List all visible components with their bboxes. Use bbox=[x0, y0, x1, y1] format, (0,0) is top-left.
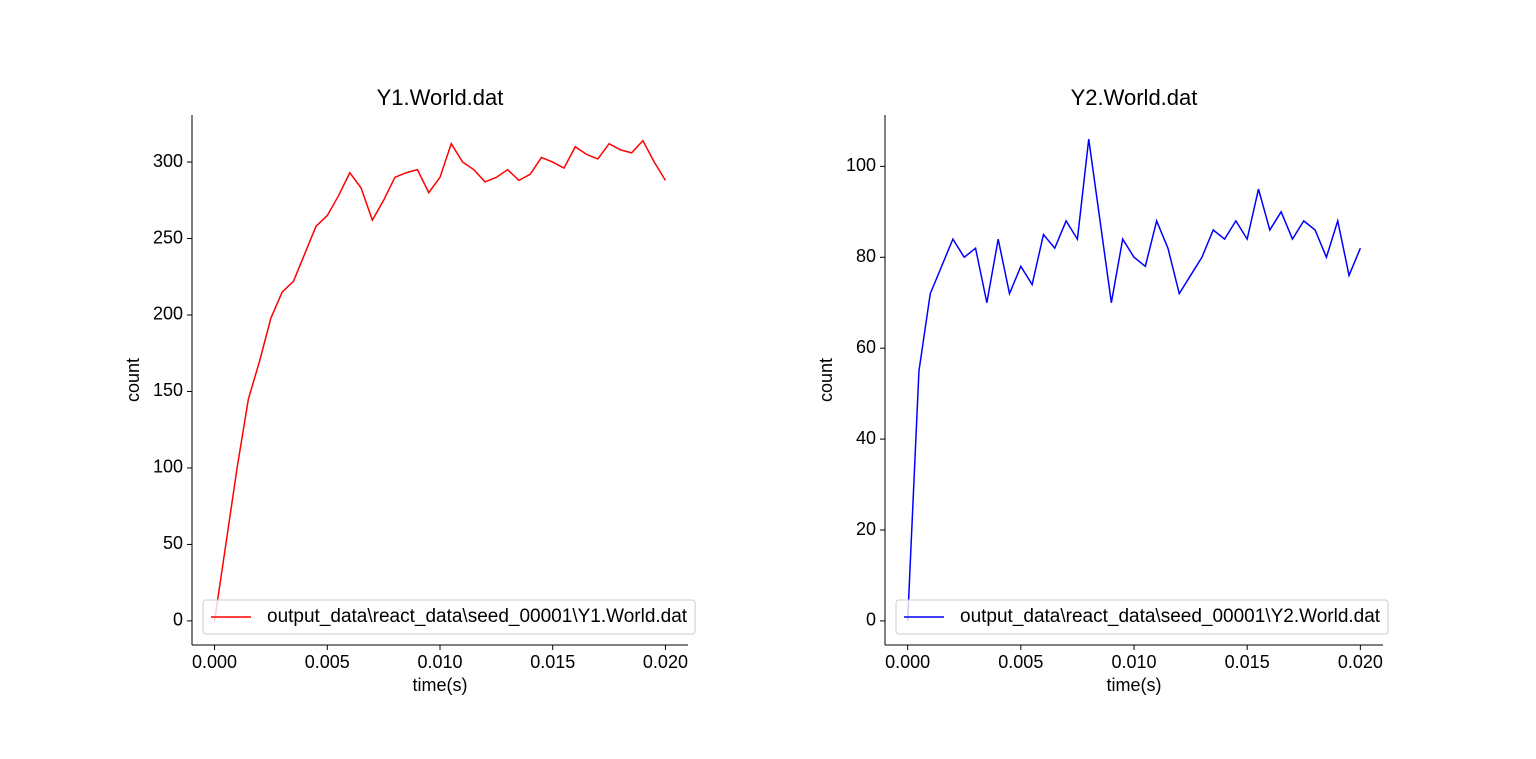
x-tick-label: 0.020 bbox=[1338, 652, 1383, 672]
data-line bbox=[213, 139, 667, 622]
x-tick-label: 0.015 bbox=[1225, 652, 1270, 672]
y-tick-label: 100 bbox=[153, 457, 183, 477]
y-axis-label: count bbox=[816, 358, 836, 402]
legend: output_data\react_data\seed_00001\Y2.Wor… bbox=[895, 599, 1389, 635]
chart-title: Y2.World.dat bbox=[1071, 85, 1198, 110]
y-tick-label: 200 bbox=[153, 304, 183, 324]
y-tick-label: 20 bbox=[856, 519, 876, 539]
data-line bbox=[906, 138, 1362, 621]
x-axis-label: time(s) bbox=[413, 675, 468, 695]
y-tick-label: 40 bbox=[856, 428, 876, 448]
x-tick-label: 0.015 bbox=[530, 652, 575, 672]
x-axis-label: time(s) bbox=[1107, 675, 1162, 695]
y-tick-label: 100 bbox=[846, 155, 876, 175]
legend-box bbox=[895, 599, 1389, 635]
y-tick-label: 250 bbox=[153, 227, 183, 247]
y-tick-label: 50 bbox=[163, 533, 183, 553]
x-tick-label: 0.010 bbox=[1111, 652, 1156, 672]
x-tick-label: 0.000 bbox=[885, 652, 930, 672]
x-tick-label: 0.020 bbox=[643, 652, 688, 672]
legend-label: output_data\react_data\seed_00001\Y2.Wor… bbox=[960, 606, 1381, 627]
y-axis-label: count bbox=[123, 358, 143, 402]
x-tick-label: 0.000 bbox=[192, 652, 237, 672]
y-tick-label: 0 bbox=[866, 610, 876, 630]
x-tick-label: 0.005 bbox=[998, 652, 1043, 672]
legend-label: output_data\react_data\seed_00001\Y1.Wor… bbox=[267, 606, 688, 627]
y-tick-label: 150 bbox=[153, 380, 183, 400]
y-tick-label: 60 bbox=[856, 337, 876, 357]
x-tick-label: 0.010 bbox=[417, 652, 462, 672]
chart-title: Y1.World.dat bbox=[377, 85, 504, 110]
legend: output_data\react_data\seed_00001\Y1.Wor… bbox=[202, 599, 696, 635]
y-tick-label: 300 bbox=[153, 151, 183, 171]
y-tick-label: 0 bbox=[173, 610, 183, 630]
y-tick-label: 80 bbox=[856, 246, 876, 266]
x-tick-label: 0.005 bbox=[305, 652, 350, 672]
legend-box bbox=[202, 599, 696, 635]
